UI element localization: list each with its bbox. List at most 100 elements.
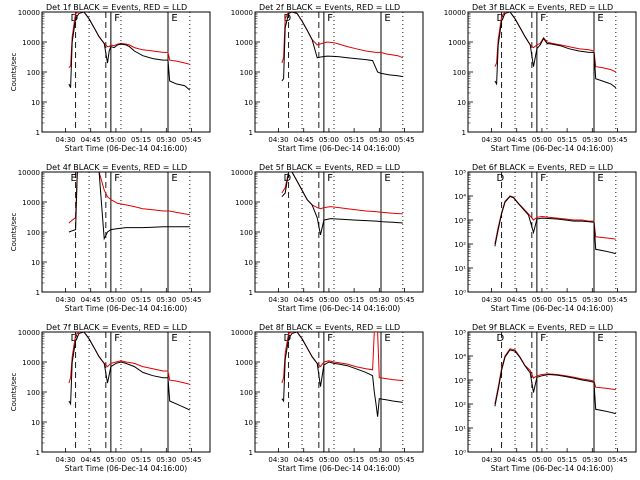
x-tick-label: 05:45 bbox=[607, 136, 627, 144]
chart-title: Det 8f BLACK = Events, RED = LLD bbox=[259, 323, 400, 332]
x-axis-label: Start Time (06-Dec-14 04:16:00) bbox=[278, 304, 400, 313]
segment-label: E bbox=[171, 13, 177, 24]
detector-panel-1: Det 1f BLACK = Events, RED = LLD 1 10 100 10… bbox=[10, 3, 211, 153]
x-axis-label: Start Time (06-Dec-14 04:16:00) bbox=[65, 144, 187, 153]
segment-label: F bbox=[327, 13, 333, 24]
x-tick-label: 05:00 bbox=[106, 296, 126, 304]
segment-label: E bbox=[597, 333, 603, 344]
y-tick-label: 10⁵ bbox=[454, 169, 466, 177]
x-tick-label: 05:00 bbox=[319, 136, 339, 144]
y-tick-label: 1000 bbox=[448, 39, 466, 47]
y-tick-label: 1000 bbox=[235, 199, 253, 207]
y-tick-label: 10 bbox=[31, 419, 40, 427]
x-tick-label: 04:45 bbox=[81, 296, 101, 304]
segment-label: E bbox=[71, 173, 77, 184]
segment-label: F bbox=[540, 173, 546, 184]
events-series-line bbox=[494, 349, 616, 415]
lld-series-line bbox=[281, 12, 403, 64]
plot-frame bbox=[254, 171, 424, 293]
x-tick-label: 05:30 bbox=[156, 296, 176, 304]
y-tick-label: 1 bbox=[36, 289, 40, 297]
y-tick-label: 1 bbox=[36, 129, 40, 137]
y-tick-label: 10³ bbox=[454, 377, 466, 385]
lld-series-line bbox=[68, 172, 190, 224]
chart-title: Det 1f BLACK = Events, RED = LLD bbox=[46, 3, 187, 12]
y-tick-label: 10² bbox=[454, 241, 466, 249]
events-series-line bbox=[281, 172, 403, 236]
y-axis-label: Counts/sec bbox=[10, 213, 18, 252]
x-axis-label: Start Time (06-Dec-14 04:16:00) bbox=[278, 144, 400, 153]
y-tick-label: 10⁰ bbox=[454, 449, 466, 457]
chart-title: Det 3f BLACK = Events, RED = LLD bbox=[472, 3, 613, 12]
segment-label: D bbox=[497, 173, 505, 184]
detector-panel-2: Det 2f BLACK = Events, RED = LLD 1 10 100 10… bbox=[231, 3, 424, 153]
detector-panel-9: Det 9f BLACK = Events, RED = LLD 10⁰ 10¹ 10… bbox=[454, 323, 637, 473]
detector-panel-4: Det 4f BLACK = Events, RED = LLD 1 10 100 10… bbox=[10, 163, 211, 313]
x-tick-label: 05:45 bbox=[394, 296, 414, 304]
segment-label: F bbox=[327, 173, 333, 184]
x-tick-label: 05:45 bbox=[181, 296, 201, 304]
events-series-line bbox=[494, 12, 617, 89]
x-tick-label: 05:30 bbox=[582, 136, 602, 144]
x-tick-label: 05:30 bbox=[156, 136, 176, 144]
plot-frame bbox=[467, 331, 637, 453]
x-tick-label: 05:00 bbox=[532, 136, 552, 144]
lld-series-line bbox=[494, 348, 616, 405]
x-axis-label: Start Time (06-Dec-14 04:16:00) bbox=[65, 464, 187, 473]
x-tick-label: 04:45 bbox=[507, 456, 527, 464]
lld-series-line bbox=[281, 332, 403, 384]
y-tick-label: 1 bbox=[36, 449, 40, 457]
events-series-line bbox=[68, 12, 191, 91]
x-axis-label: Start Time (06-Dec-14 04:16:00) bbox=[278, 464, 400, 473]
detector-panel-6: Det 6f BLACK = Events, RED = LLD 10⁰ 10¹ 10… bbox=[454, 163, 637, 313]
y-tick-label: 10¹ bbox=[454, 265, 466, 273]
x-tick-label: 05:15 bbox=[131, 136, 151, 144]
segment-label: E bbox=[384, 173, 390, 184]
y-tick-label: 1 bbox=[249, 289, 253, 297]
segment-label: F bbox=[327, 333, 333, 344]
plot-frame bbox=[467, 171, 637, 293]
x-tick-label: 05:00 bbox=[106, 136, 126, 144]
x-tick-label: 05:15 bbox=[131, 296, 151, 304]
x-tick-label: 04:30 bbox=[268, 456, 288, 464]
y-tick-label: 100 bbox=[27, 69, 40, 77]
y-tick-label: 10¹ bbox=[454, 425, 466, 433]
x-tick-label: 05:15 bbox=[344, 136, 364, 144]
y-tick-label: 100 bbox=[453, 69, 466, 77]
y-tick-label: 1 bbox=[249, 449, 253, 457]
x-tick-label: 04:45 bbox=[294, 456, 314, 464]
chart-title: Det 6f BLACK = Events, RED = LLD bbox=[472, 163, 613, 172]
y-tick-label: 10000 bbox=[231, 169, 253, 177]
segment-label: F bbox=[540, 333, 546, 344]
x-tick-label: 04:45 bbox=[507, 296, 527, 304]
y-tick-label: 10000 bbox=[18, 329, 40, 337]
events-series-line bbox=[68, 172, 190, 241]
lld-series-line bbox=[494, 195, 616, 245]
x-axis-label: Start Time (06-Dec-14 04:16:00) bbox=[491, 464, 613, 473]
x-tick-label: 05:45 bbox=[181, 136, 201, 144]
x-tick-label: 05:00 bbox=[106, 456, 126, 464]
chart-title: Det 7f BLACK = Events, RED = LLD bbox=[46, 323, 187, 332]
y-tick-label: 10⁴ bbox=[454, 193, 466, 201]
x-tick-label: 05:00 bbox=[319, 296, 339, 304]
y-tick-label: 10 bbox=[31, 99, 40, 107]
x-tick-label: 04:30 bbox=[55, 296, 75, 304]
x-tick-label: 05:30 bbox=[369, 296, 389, 304]
detector-panel-7: Det 7f BLACK = Events, RED = LLD 1 10 100 10… bbox=[10, 323, 211, 473]
x-tick-label: 05:45 bbox=[181, 456, 201, 464]
y-tick-label: 10⁴ bbox=[454, 353, 466, 361]
segment-label: E bbox=[597, 13, 603, 24]
x-tick-label: 05:15 bbox=[557, 456, 577, 464]
x-tick-label: 05:15 bbox=[344, 456, 364, 464]
x-tick-label: 04:45 bbox=[294, 296, 314, 304]
y-tick-label: 10 bbox=[457, 99, 466, 107]
x-tick-label: 05:45 bbox=[607, 296, 627, 304]
y-tick-label: 100 bbox=[27, 229, 40, 237]
y-tick-label: 1000 bbox=[22, 199, 40, 207]
x-tick-label: 05:15 bbox=[131, 456, 151, 464]
x-tick-label: 05:15 bbox=[557, 136, 577, 144]
plot-frame bbox=[41, 331, 211, 453]
y-tick-label: 10⁰ bbox=[454, 289, 466, 297]
lld-series-line bbox=[494, 12, 617, 73]
